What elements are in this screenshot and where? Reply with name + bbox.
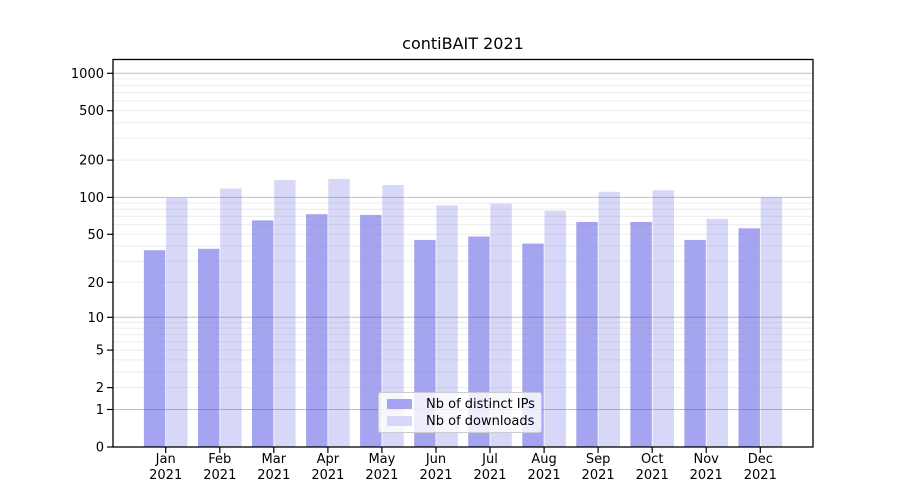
chart-title: contiBAIT 2021	[402, 34, 524, 53]
x-tick-year-apr: 2021	[311, 468, 344, 483]
x-tick-label-oct: Oct	[641, 452, 663, 467]
x-tick-year-dec: 2021	[744, 468, 777, 483]
bar-distinct-ips-mar	[252, 220, 274, 447]
bar-downloads-jul	[490, 203, 512, 447]
x-tick-label-mar: Mar	[262, 452, 287, 467]
legend-item-distinct-ips: Nb of distinct IPs	[379, 396, 541, 412]
bar-downloads-aug	[544, 210, 566, 447]
x-tick-label-dec: Dec	[748, 452, 773, 467]
bar-downloads-jan	[166, 197, 188, 447]
x-tick-label-jul: Jul	[481, 452, 498, 467]
bar-downloads-nov	[706, 218, 728, 447]
y-axis-ticks: 0 1 2 5 10 20 50 100 200 500 1000	[71, 67, 113, 456]
bar-distinct-ips-oct	[630, 222, 652, 447]
x-tick-label-sep: Sep	[586, 452, 611, 467]
y-tick-label-2: 2	[96, 381, 104, 396]
x-tick-year-mar: 2021	[257, 468, 290, 483]
bar-downloads-feb	[220, 188, 242, 447]
x-tick-year-oct: 2021	[636, 468, 669, 483]
x-tick-label-apr: Apr	[317, 452, 340, 467]
bar-distinct-ips-dec	[738, 228, 760, 447]
bar-distinct-ips-sep	[576, 222, 598, 447]
legend-swatch-downloads	[387, 416, 412, 426]
bar-downloads-sep	[598, 191, 620, 447]
legend-swatch-distinct-ips	[387, 399, 412, 409]
bar-downloads-dec	[760, 197, 783, 447]
y-tick-label-1000: 1000	[71, 67, 104, 82]
bar-distinct-ips-jan	[143, 250, 166, 447]
x-tick-label-jun: Jun	[425, 452, 446, 467]
bar-downloads-mar	[274, 180, 296, 447]
y-tick-label-5: 5	[96, 344, 104, 359]
bar-distinct-ips-apr	[306, 214, 328, 447]
y-tick-label-1: 1	[96, 403, 104, 418]
y-tick-label-0: 0	[96, 441, 104, 456]
x-tick-year-jul: 2021	[473, 468, 506, 483]
x-tick-year-jan: 2021	[149, 468, 182, 483]
x-tick-label-nov: Nov	[694, 452, 720, 467]
bar-downloads-oct	[652, 190, 674, 448]
legend-label-downloads: Nb of downloads	[426, 413, 535, 429]
x-tick-year-feb: 2021	[203, 468, 236, 483]
legend-item-downloads: Nb of downloads	[379, 413, 541, 429]
y-grid-minor	[113, 78, 813, 389]
x-tick-label-may: May	[368, 452, 395, 467]
x-tick-year-aug: 2021	[528, 468, 561, 483]
bar-distinct-ips-nov	[684, 239, 706, 447]
x-tick-year-jun: 2021	[419, 468, 452, 483]
bar-downloads-apr	[328, 178, 350, 447]
bar-distinct-ips-feb	[198, 248, 220, 447]
y-tick-label-200: 200	[79, 154, 104, 169]
y-tick-label-100: 100	[79, 191, 104, 206]
y-tick-label-500: 500	[79, 104, 104, 119]
x-tick-label-jan: Jan	[155, 452, 176, 467]
x-tick-year-nov: 2021	[690, 468, 723, 483]
legend: Nb of distinct IPs Nb of downloads	[378, 392, 542, 433]
x-tick-year-sep: 2021	[582, 468, 615, 483]
x-tick-label-aug: Aug	[531, 452, 556, 467]
y-tick-label-10: 10	[87, 311, 104, 326]
plot-frame	[112, 58, 814, 448]
legend-label-distinct-ips: Nb of distinct IPs	[426, 396, 535, 412]
y-tick-label-50: 50	[87, 228, 104, 243]
bar-distinct-ips-may	[360, 214, 382, 447]
x-axis-ticks: Jan2021Feb2021Mar2021Apr2021May2021Jun20…	[149, 447, 777, 483]
x-tick-year-may: 2021	[365, 468, 398, 483]
bar-downloads-may	[382, 185, 404, 447]
x-tick-label-feb: Feb	[208, 452, 231, 467]
bar-downloads-jun	[436, 205, 458, 447]
y-tick-label-20: 20	[87, 276, 104, 291]
